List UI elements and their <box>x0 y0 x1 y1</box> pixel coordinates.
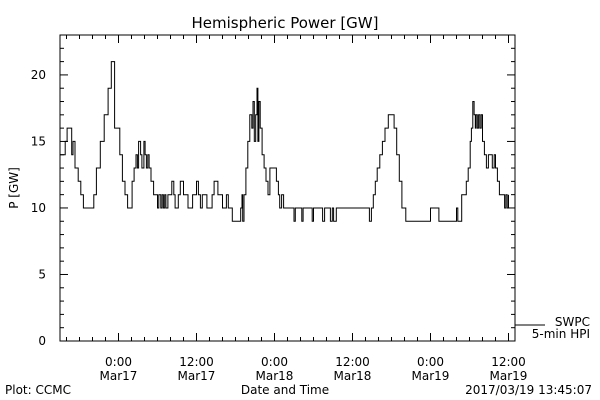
legend-source: SWPC <box>555 315 590 329</box>
plot-frame <box>59 34 516 342</box>
y-tick-label: 15 <box>31 134 46 148</box>
x-tick-time-label: 12:00 <box>491 355 526 369</box>
y-tick-label: 10 <box>31 201 46 215</box>
x-tick-date-label: Mar19 <box>490 369 528 383</box>
x-tick-date-label: Mar17 <box>178 369 216 383</box>
y-axis-label: P [GW] <box>7 167 21 209</box>
x-axis-label: Date and Time <box>241 383 329 397</box>
footer-timestamp: 2017/03/19 13:45:07 <box>465 383 592 397</box>
x-tick-time-label: 12:00 <box>335 355 370 369</box>
x-tick-time-label: 0:00 <box>261 355 288 369</box>
x-tick-date-label: Mar17 <box>100 369 138 383</box>
legend-description: 5-min HPI <box>532 327 590 341</box>
x-tick-time-label: 0:00 <box>417 355 444 369</box>
x-tick-time-label: 0:00 <box>105 355 132 369</box>
y-tick-label: 20 <box>31 68 46 82</box>
y-axis: 0 5 10 15 20 <box>31 34 515 348</box>
x-axis: 0:00Mar1712:00Mar170:00Mar1812:00Mar180:… <box>66 35 528 383</box>
y-tick-label: 5 <box>38 267 46 281</box>
chart-title: Hemispheric Power [GW] <box>192 14 379 32</box>
y-tick-label: 0 <box>38 334 46 348</box>
series-line-swpc <box>60 61 509 222</box>
footer-credit: Plot: CCMC <box>5 383 71 397</box>
x-tick-date-label: Mar19 <box>412 369 450 383</box>
series-layer <box>60 61 509 222</box>
x-tick-date-label: Mar18 <box>256 369 294 383</box>
x-tick-time-label: 12:00 <box>179 355 214 369</box>
x-tick-date-label: Mar18 <box>334 369 372 383</box>
legend: SWPC 5-min HPI <box>515 315 590 341</box>
